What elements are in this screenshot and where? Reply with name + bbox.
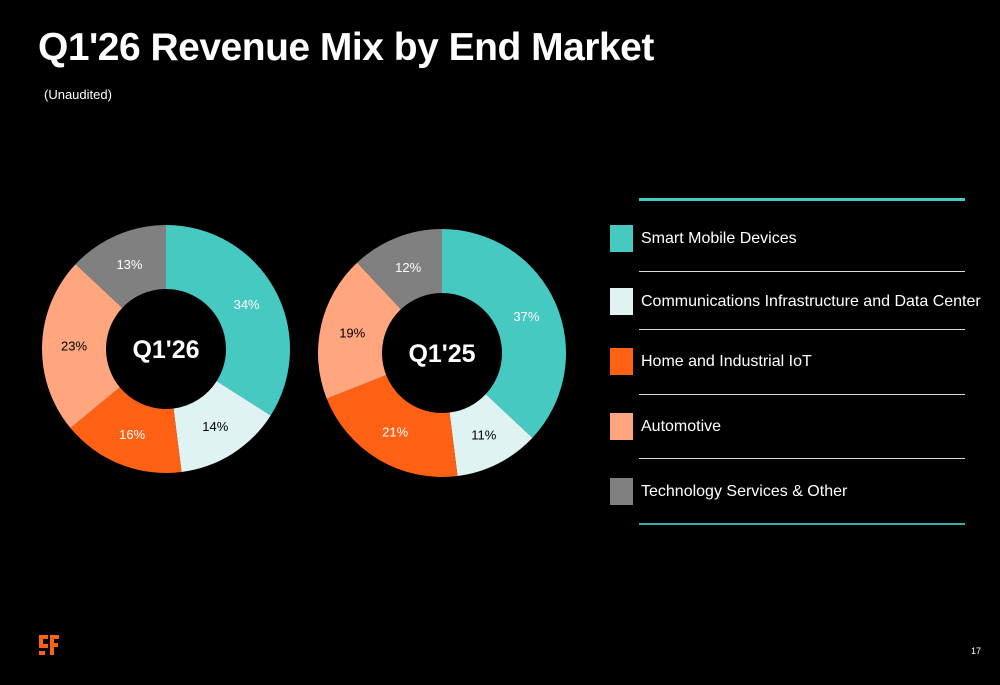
donut-center-label: Q1'25 [408, 340, 475, 368]
legend-label: Communications Infrastructure and Data C… [641, 293, 981, 310]
legend-item-home-industrial-iot: Home and Industrial IoT [610, 348, 965, 376]
donut-slice-2-3 [326, 375, 458, 477]
donut-slice-1-5 [75, 225, 166, 308]
legend-item-communications-infrastructure: Communications Infrastructure and Data C… [610, 288, 981, 316]
donut-data-label: 23% [61, 339, 87, 354]
donut-slice-1-3 [70, 387, 182, 473]
donut-data-label: 19% [339, 325, 365, 340]
donut-slice-1-2 [173, 381, 271, 473]
legend-item-technology-services: Technology Services & Other [610, 478, 965, 506]
donut-data-label: 13% [116, 257, 142, 272]
legend-swatch [610, 288, 633, 315]
legend-item-automotive: Automotive [610, 413, 965, 441]
legend-bottom-rule [639, 523, 965, 525]
donut-data-label: 12% [395, 260, 421, 275]
page-title: Q1'26 Revenue Mix by End Market [38, 26, 654, 69]
donut-data-label: 14% [202, 419, 228, 434]
donut-slice-2-4 [318, 262, 401, 399]
donut-data-label: 21% [382, 425, 408, 440]
legend-item-smart-mobile-devices: Smart Mobile Devices [610, 225, 965, 253]
legend-label: Home and Industrial IoT [641, 353, 812, 370]
donut-slice-1-4 [41, 264, 123, 429]
legend-swatch [610, 225, 633, 252]
gf-logo-icon [39, 635, 59, 655]
donut-data-label: 16% [119, 427, 145, 442]
legend-swatch [610, 478, 633, 505]
donut-slice-2-2 [449, 394, 533, 477]
donut-slice-2-5 [357, 229, 442, 310]
page-number: 17 [971, 646, 982, 656]
donut-data-label: 37% [513, 309, 539, 324]
legend-label: Technology Services & Other [641, 483, 848, 500]
page-subtitle: (Unaudited) [44, 87, 112, 102]
legend-swatch [610, 348, 633, 375]
legend-divider [639, 394, 965, 395]
legend-top-rule [639, 198, 965, 201]
legend-divider [639, 329, 965, 330]
legend-divider [639, 271, 965, 272]
legend-swatch [610, 413, 633, 440]
donut-data-label: 11% [471, 427, 496, 442]
legend-divider [639, 458, 965, 459]
donut-center-label: Q1'26 [132, 336, 199, 364]
donut-slice-2-1 [442, 229, 566, 438]
legend-label: Smart Mobile Devices [641, 230, 797, 247]
donut-data-label: 34% [234, 297, 260, 312]
donut-slice-1-1 [166, 225, 290, 416]
legend-label: Automotive [641, 418, 722, 435]
